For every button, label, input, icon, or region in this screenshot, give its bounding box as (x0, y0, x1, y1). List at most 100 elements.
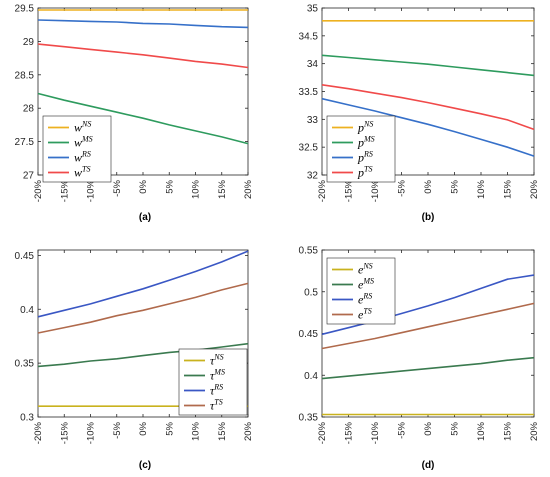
legend-label-base: e (358, 293, 364, 307)
x-tick-label: 10% (476, 179, 487, 199)
x-tick-label: -10% (86, 421, 97, 444)
chart-panel-3: 0.3 0.35 0.4 0.45 -20% -15% -10% -5% 0% 5% 10% 15% 2… (15, 249, 254, 471)
x-tick-label: 20% (529, 179, 540, 199)
chart-panel-1: 27 27.5 28 28.5 29 29.5 -20% -15% -10% -5% 0% 5% 10%… (15, 4, 254, 224)
x-tick-label: -20% (317, 179, 328, 202)
series-line-rs (321, 97, 535, 157)
series-line-ts (37, 43, 249, 69)
x-tick-label: 0% (423, 179, 434, 193)
legend-label-superscript: TS (363, 307, 371, 316)
series-line-ms (37, 92, 249, 145)
legend-label-superscript: TS (82, 165, 90, 174)
y-tick-label: 32.5 (299, 143, 319, 154)
legend-label-superscript: RS (363, 150, 373, 159)
legend-label-base: p (357, 121, 364, 135)
legend-label-base: e (358, 278, 364, 292)
series-line-ms (37, 342, 249, 368)
legend-label-superscript: NS (213, 353, 223, 362)
x-tick-label: 15% (217, 421, 228, 441)
legend-label-base: e (358, 308, 364, 322)
chart-panel-2: 32 32.5 33 33.5 34 34.5 35 -20% -15% -10% -5% 0% 5% 1… (299, 4, 540, 224)
legend-label-superscript: TS (364, 165, 372, 174)
x-tick-label: 10% (191, 179, 202, 199)
series-line-ts (321, 84, 535, 131)
legend-label: eNS (358, 262, 373, 277)
x-tick-label: 15% (503, 421, 514, 441)
x-tick-label: 15% (217, 179, 228, 199)
x-tick-label: -10% (370, 421, 381, 444)
y-tick-label: 27 (23, 171, 35, 182)
x-tick-label: 15% (503, 179, 514, 199)
y-tick-label: 28.5 (15, 70, 35, 81)
y-tick-label: 29.5 (15, 4, 35, 15)
y-tick-label: 0.45 (299, 329, 319, 340)
legend-label: wMS (74, 135, 93, 150)
legend-label-base: τ (210, 399, 215, 413)
series-line-rs (37, 19, 249, 29)
x-tick-label: -15% (59, 421, 70, 444)
series-line-ms (321, 54, 535, 77)
x-tick-label: 0% (138, 421, 149, 435)
legend-label-superscript: MS (362, 277, 374, 286)
legend-label: τTS (210, 398, 223, 413)
y-tick-label: 0.4 (304, 371, 318, 382)
x-tick-label: -10% (86, 179, 97, 202)
x-tick-label: 10% (191, 421, 202, 441)
legend-label: τNS (210, 353, 224, 368)
legend-label: τRS (210, 383, 223, 398)
legend-label-base: w (74, 136, 82, 150)
x-tick-label: 0% (423, 421, 434, 435)
y-tick-label: 28 (23, 104, 35, 115)
legend-label-superscript: MS (363, 135, 375, 144)
legend-label-superscript: NS (81, 120, 91, 129)
y-tick-label: 0.3 (20, 413, 34, 424)
legend-label-base: p (357, 166, 364, 180)
x-tick-label: 5% (450, 179, 461, 193)
legend-label-superscript: RS (81, 150, 91, 159)
panel-caption: (b) (422, 212, 435, 223)
legend-label: eRS (358, 292, 372, 307)
y-tick-label: 29 (23, 37, 35, 48)
legend-label-base: p (357, 151, 364, 165)
y-tick-label: 0.35 (15, 359, 35, 370)
series-line-ms (321, 356, 535, 380)
legend-label-superscript: NS (362, 262, 372, 271)
y-tick-label: 34.5 (299, 31, 319, 42)
x-tick-label: -15% (59, 179, 70, 202)
legend-label-base: w (74, 166, 82, 180)
legend-label-base: e (358, 263, 364, 277)
legend-label-superscript: MS (81, 135, 93, 144)
legend-label-base: τ (210, 384, 215, 398)
y-tick-label: 0.4 (20, 305, 34, 316)
legend-label: pNS (357, 120, 373, 135)
legend-label: pMS (357, 135, 375, 150)
y-tick-label: 27.5 (15, 137, 35, 148)
legend-label: wNS (74, 120, 91, 135)
legend-label: pRS (357, 150, 373, 165)
y-tick-label: 32 (307, 171, 319, 182)
x-tick-label: -10% (370, 179, 381, 202)
x-tick-label: -15% (344, 179, 355, 202)
y-tick-label: 35 (307, 4, 319, 15)
x-tick-label: 20% (243, 179, 254, 199)
series-line-ts (37, 282, 249, 334)
legend-label: wTS (74, 165, 90, 180)
y-tick-label: 0.45 (15, 251, 35, 262)
legend-label-superscript: TS (214, 398, 222, 407)
panel-caption: (c) (139, 460, 151, 471)
x-tick-label: 20% (243, 421, 254, 441)
legend-label-base: τ (210, 354, 215, 368)
legend-label-base: w (74, 121, 82, 135)
legend-label-superscript: RS (213, 383, 223, 392)
legend-label: pTS (357, 165, 372, 180)
y-tick-label: 0.5 (304, 287, 318, 298)
x-tick-label: 0% (138, 179, 149, 193)
legend-label-base: w (74, 151, 82, 165)
x-tick-label: 5% (164, 421, 175, 435)
x-tick-label: -5% (397, 421, 408, 438)
